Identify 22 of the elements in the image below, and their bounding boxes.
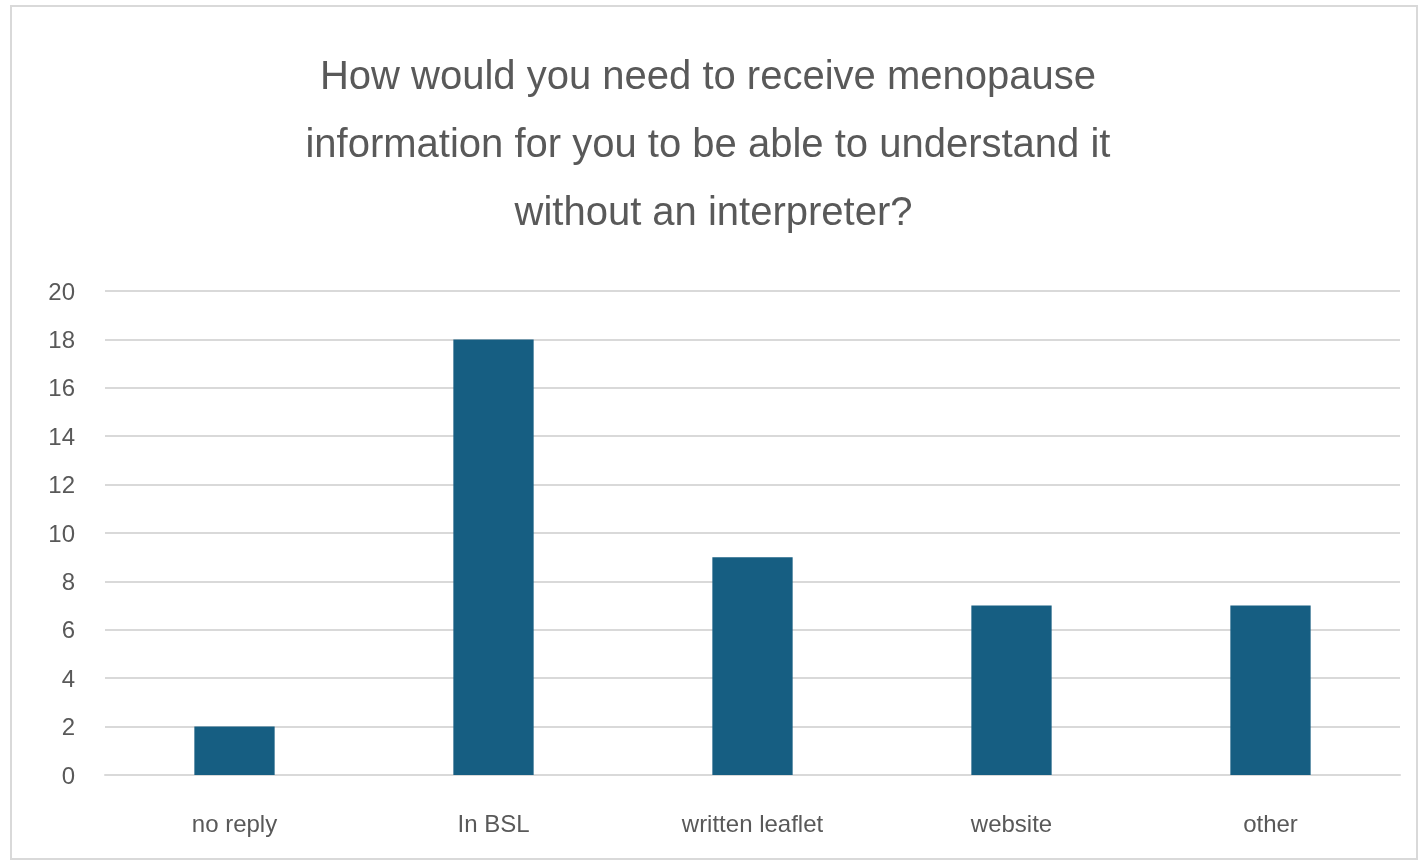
bar — [1230, 605, 1311, 775]
y-tick-label: 12 — [48, 471, 75, 499]
bar — [712, 557, 793, 775]
bar — [453, 339, 534, 775]
bar — [194, 726, 275, 775]
y-tick-label: 20 — [48, 277, 75, 305]
bar — [971, 605, 1052, 775]
y-tick-label: 14 — [48, 422, 75, 450]
x-tick-label: In BSL — [457, 809, 530, 837]
x-tick-label: website — [969, 809, 1053, 837]
x-tick-label: other — [1243, 809, 1298, 837]
y-tick-label: 10 — [48, 519, 75, 547]
y-tick-label: 2 — [61, 713, 75, 741]
y-tick-label: 8 — [61, 567, 75, 595]
chart-title: How would you need to receive menopause information for you to be able to understand it without an interpreter? — [305, 53, 1122, 233]
x-tick-label: written leaflet — [680, 809, 824, 837]
x-tick-label: no reply — [191, 809, 278, 837]
y-tick-label: 0 — [61, 761, 75, 789]
y-tick-label: 16 — [48, 374, 75, 402]
y-tick-label: 6 — [61, 616, 75, 644]
y-tick-label: 18 — [48, 325, 75, 353]
y-tick-label: 4 — [61, 664, 75, 692]
